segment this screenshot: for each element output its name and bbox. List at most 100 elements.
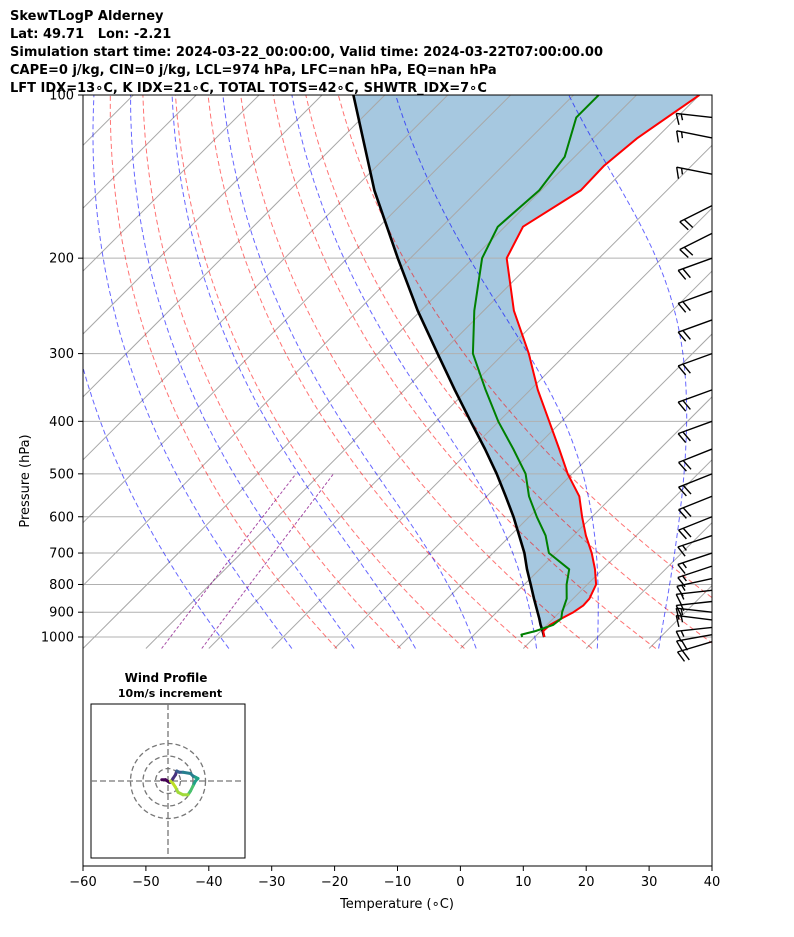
wind-barb: [677, 565, 713, 588]
isotherm: [585, 521, 712, 649]
x-tick-label: 0: [456, 875, 464, 890]
x-tick-label: 10: [515, 875, 532, 890]
dry-adiabat: [142, 95, 401, 649]
dry-adiabat: [272, 95, 657, 649]
x-tick-label: −40: [195, 875, 222, 890]
isotherm: [83, 95, 574, 587]
mixing-ratio-line: [201, 473, 334, 649]
moist-adiabat: [291, 95, 538, 649]
wind-barb: [676, 640, 713, 662]
wind-barb: [677, 552, 713, 575]
chart-title: SkewTLogP Alderney: [10, 9, 164, 24]
stability-index-line: LFT IDX=13∘C, K IDX=21∘C, TOTAL TOTS=42∘…: [10, 81, 487, 96]
wind-barb: [676, 130, 713, 143]
x-tick-label: 40: [704, 875, 721, 890]
isotherm: [271, 207, 712, 649]
y-tick-label: 400: [49, 415, 74, 430]
wind-barb: [677, 534, 713, 557]
dry-adiabat: [207, 95, 529, 649]
temperature-line: [505, 95, 700, 638]
shaded-area: [353, 95, 700, 637]
wind-barb: [676, 577, 713, 597]
wind-barb: [675, 633, 713, 652]
y-tick-label: 600: [49, 510, 74, 525]
wind-barb: [678, 516, 713, 540]
wind-barb: [677, 290, 713, 313]
x-tick-label: 30: [641, 875, 658, 890]
y-tick-label: 900: [49, 606, 74, 621]
x-axis-label: Temperature (∘C): [339, 897, 454, 912]
dry-adiabat: [174, 95, 465, 649]
wind-barb: [679, 205, 713, 231]
wind-profile-inset: Wind Profile 10m/s increment: [90, 671, 246, 859]
wind-barb: [675, 626, 713, 643]
moist-adiabat: [171, 95, 416, 649]
moist-adiabat: [568, 95, 688, 649]
y-axis: 100 200 300 400 500 600 700 800 900 1000: [41, 89, 83, 646]
dry-adiabat: [305, 95, 712, 644]
isotherm: [83, 95, 449, 461]
y-tick-label: 700: [49, 547, 74, 562]
dry-adiabat: [240, 95, 593, 649]
x-tick-label: −20: [321, 875, 348, 890]
wind-barb: [678, 448, 713, 472]
wind-barb: [677, 420, 713, 444]
dry-adiabat: [109, 95, 338, 649]
wind-barb: [675, 600, 713, 617]
parcel-profile-line: [352, 95, 546, 638]
x-tick-label: −30: [258, 875, 285, 890]
location-line: Lat: 49.71 Lon: -2.21: [10, 27, 172, 42]
wind-barb: [677, 389, 713, 412]
moist-adiabat: [92, 95, 293, 649]
isotherm: [208, 144, 712, 649]
wind-barb: [677, 352, 713, 376]
isotherm: [83, 95, 637, 649]
y-tick-label: 200: [49, 252, 74, 267]
x-tick-label: −50: [132, 875, 159, 890]
inset-subtitle: 10m/s increment: [118, 687, 222, 700]
wind-barb: [675, 607, 713, 620]
y-tick-label: 1000: [41, 631, 74, 646]
isotherm: [397, 333, 712, 649]
dewpoint-line: [471, 95, 600, 638]
isotherm: [334, 270, 712, 649]
moist-adiabat: [83, 365, 230, 649]
y-tick-label: 500: [49, 467, 74, 482]
moist-adiabat: [720, 95, 794, 649]
y-tick-label: 300: [49, 347, 74, 362]
hodograph-segment: [169, 779, 175, 785]
plot-area: [83, 95, 794, 649]
wind-barb: [679, 232, 713, 259]
isotherm: [83, 95, 512, 524]
isotherm: [711, 647, 712, 649]
isotherm: [83, 95, 260, 272]
wind-barb: [677, 319, 713, 342]
wind-barb: [678, 473, 713, 497]
wind-barb: [676, 166, 713, 179]
moist-adiabat: [222, 95, 477, 649]
x-axis: −60 −50 −40 −30 −20 −10 0 10 20 30 40: [69, 866, 720, 890]
x-tick-label: 20: [578, 875, 595, 890]
wind-barbs: [675, 112, 713, 662]
cape-cin-line: CAPE=0 j/kg, CIN=0 j/kg, LCL=974 hPa, LF…: [10, 63, 497, 78]
moist-adiabat: [130, 95, 355, 649]
y-tick-label: 800: [49, 578, 74, 593]
chart-header: SkewTLogP Alderney Lat: 49.71 Lon: -2.21…: [10, 8, 603, 98]
isotherm: [83, 95, 386, 398]
isotherm: [522, 459, 712, 649]
isotherm: [83, 95, 323, 335]
simulation-time-line: Simulation start time: 2024-03-22_00:00:…: [10, 45, 603, 60]
wind-barb: [677, 257, 713, 280]
wind-barb: [675, 112, 713, 125]
inset-title: Wind Profile: [125, 671, 208, 685]
y-tick-label: 100: [49, 89, 74, 104]
isotherm: [145, 95, 700, 649]
wind-barb: [678, 495, 713, 519]
y-axis-label: Pressure (hPa): [18, 434, 33, 527]
x-tick-label: −10: [384, 875, 411, 890]
isotherm: [83, 95, 197, 209]
mixing-ratio-line: [161, 473, 297, 649]
x-tick-label: −60: [69, 875, 96, 890]
wind-barb: [675, 614, 713, 628]
